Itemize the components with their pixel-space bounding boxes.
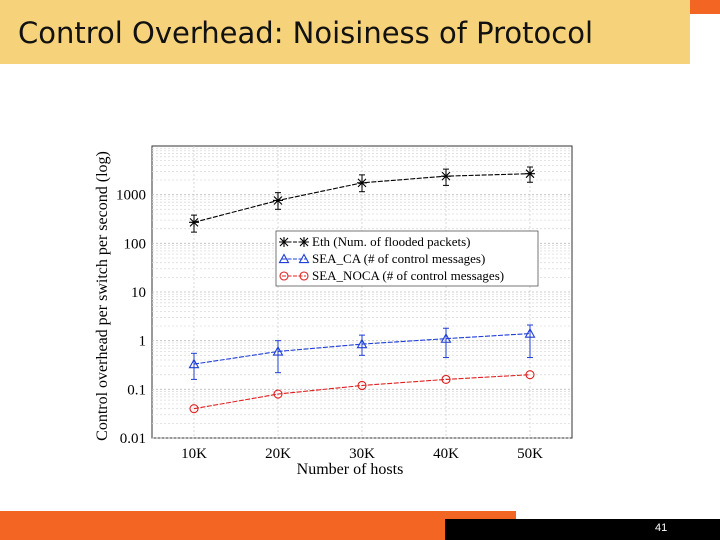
legend-marker: [299, 271, 309, 281]
legend-marker: [279, 237, 289, 247]
data-point: [273, 195, 283, 206]
y-tick-label: 10: [131, 285, 146, 301]
data-point: [189, 217, 199, 228]
data-point: [357, 177, 367, 188]
slide-title: Control Overhead: Noisiness of Protocol: [18, 16, 594, 50]
x-tick-label: 50K: [517, 446, 543, 462]
data-point: [356, 338, 368, 349]
data-point: [357, 380, 367, 391]
data-point: [525, 370, 535, 380]
legend-entry: SEA_NOCA (# of control messages): [312, 268, 504, 283]
y-axis-label: Control overhead per switch per second (…: [94, 151, 111, 441]
y-tick-label: 0.01: [120, 431, 146, 447]
footer-gap: [516, 511, 720, 519]
page-number: 41: [655, 522, 668, 534]
x-tick-label: 10K: [181, 446, 207, 462]
legend-marker: [279, 271, 289, 281]
data-point: [273, 389, 283, 399]
data-point: [524, 327, 536, 338]
data-point: [525, 168, 535, 179]
data-point: [441, 374, 451, 384]
y-tick-label: 1000: [116, 188, 146, 204]
corner-accent: [690, 0, 720, 14]
legend-marker: [278, 253, 290, 264]
x-tick-label: 40K: [433, 446, 459, 462]
data-point: [440, 333, 452, 343]
data-point: [188, 358, 200, 369]
legend-entry: SEA_CA (# of control messages): [312, 251, 485, 266]
series-line: [193, 374, 531, 410]
overhead-chart: 0.01 0.1 1 10 100 1000 10K 20K 30K 40K 50K Number o…: [94, 145, 573, 478]
x-tick-label: 20K: [265, 446, 291, 462]
y-tick-label: 1: [139, 334, 147, 350]
footer-accent-bar: [0, 511, 516, 540]
y-tick-label: 0.1: [127, 382, 146, 398]
legend-marker: [298, 253, 310, 264]
data-point: [441, 171, 451, 182]
legend-entry: Eth (Num. of flooded packets): [312, 234, 470, 249]
footer-black-bar: [445, 519, 720, 540]
x-tick-label: 30K: [349, 446, 375, 462]
data-point: [272, 345, 284, 356]
y-tick-label: 100: [124, 236, 147, 252]
x-axis-label: Number of hosts: [297, 461, 404, 478]
title-bar: [0, 0, 690, 64]
legend-marker: [299, 237, 309, 247]
legend-box: [275, 230, 539, 287]
data-point: [189, 404, 199, 414]
